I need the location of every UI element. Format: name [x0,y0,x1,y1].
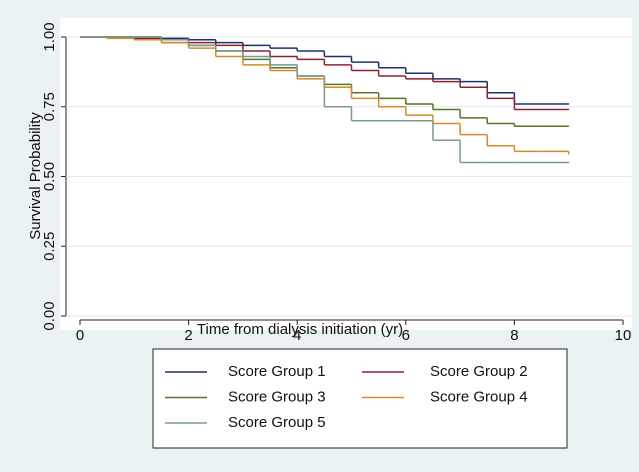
x-tick-label: 2 [184,327,192,344]
x-tick-label: 4 [293,327,301,344]
y-tick-label: 0.00 [41,301,58,330]
x-tick-label: 10 [615,327,632,344]
x-tick-label: 8 [510,327,518,344]
y-tick-label: 1.00 [41,22,58,51]
x-tick-label: 6 [402,327,410,344]
x-tick-label: 0 [76,327,84,344]
y-tick-label: 0.50 [41,162,58,191]
plot-area [60,18,632,330]
legend-label: Score Group 1 [228,363,326,380]
x-axis-label: Time from dialysis initiation (yr) [197,321,403,338]
y-tick-label: 0.75 [41,92,58,121]
legend-label: Score Group 3 [228,388,326,405]
legend-label: Score Group 4 [430,388,528,405]
y-tick-label: 0.25 [41,232,58,261]
legend-label: Score Group 2 [430,363,528,380]
legend-label: Score Group 5 [228,414,326,431]
legend-box [152,348,568,449]
y-axis-label: Survival Probability [27,112,44,240]
